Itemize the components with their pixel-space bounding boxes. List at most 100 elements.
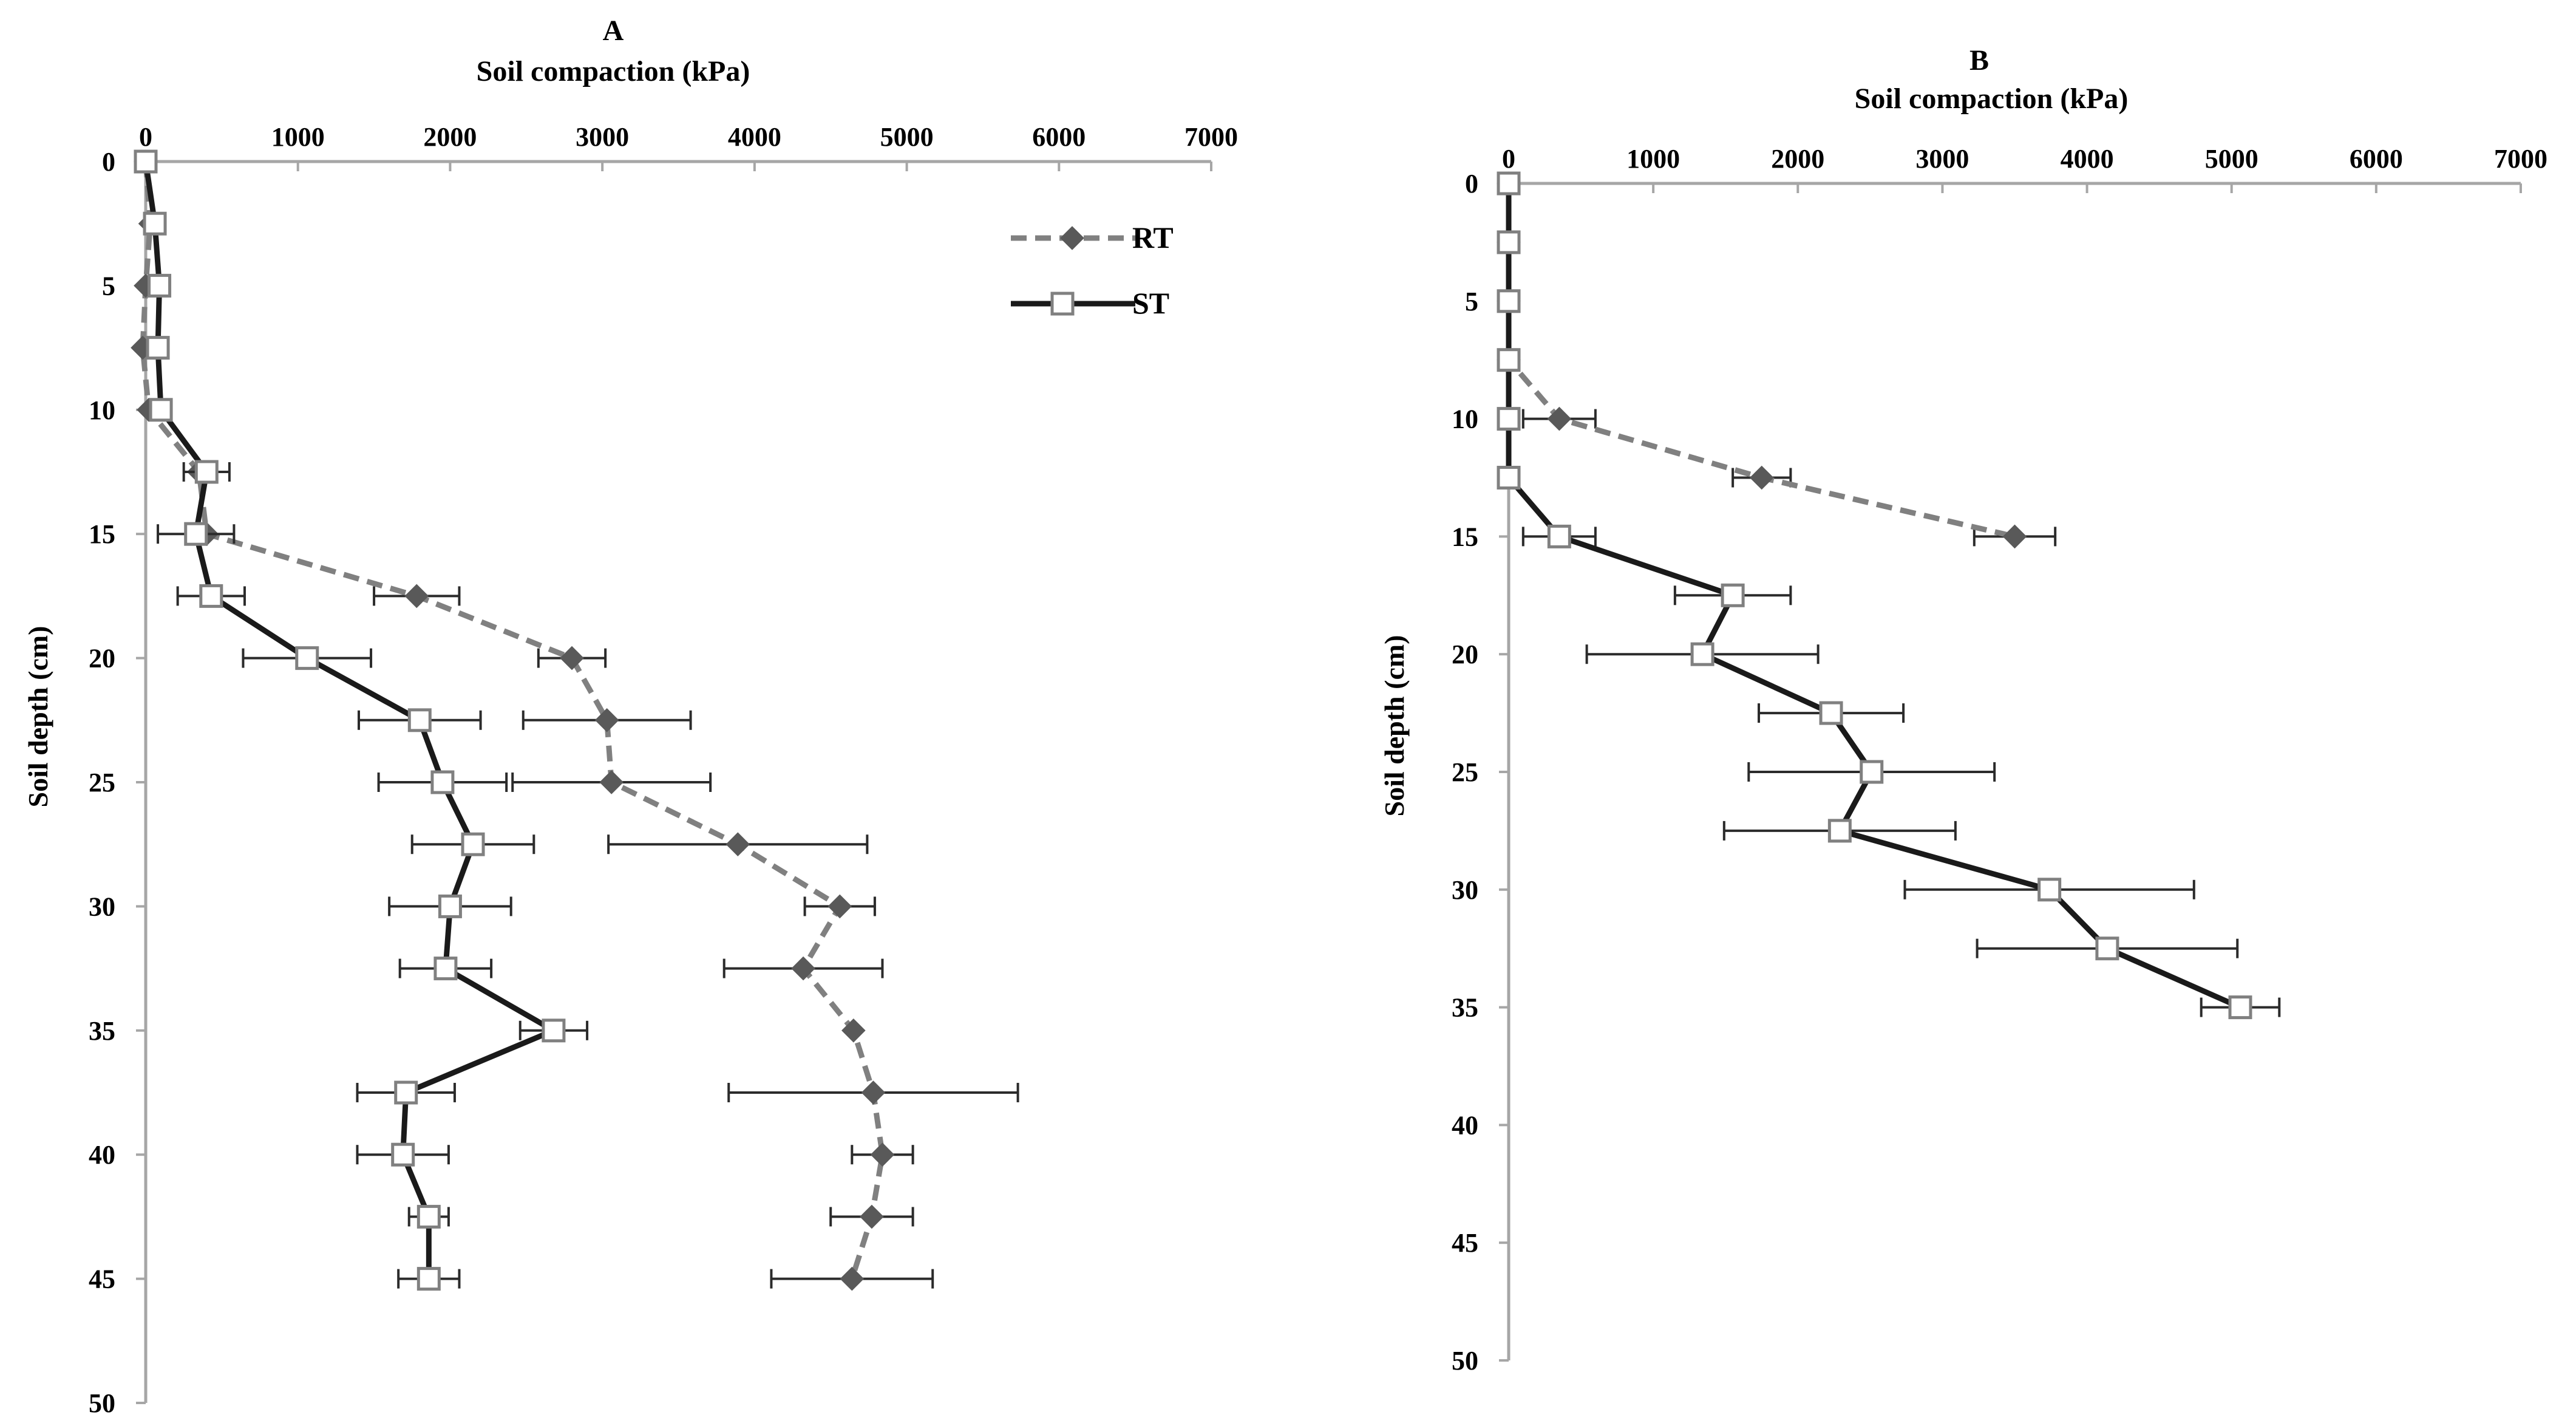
panel-letter-b: B [1969,44,1989,77]
panel-b-x-axis-title: Soil compaction (kPa) [1855,83,2129,115]
panel-a-y-axis-title: Soil depth (cm) [22,626,53,808]
st-data-point [438,894,462,918]
y-tick-label: 0 [1465,169,1478,199]
legend-st-marker [1050,292,1075,316]
st-data-point [461,832,485,856]
rt-data-point [840,1266,865,1291]
x-tick-label: 3000 [1915,144,1969,174]
st-data-point [1827,819,1852,843]
st-data-point [391,1142,415,1167]
panel-a-x-axis-title: Soil compaction (kPa) [477,55,750,87]
x-tick-label: 6000 [2350,144,2403,174]
st-data-point [407,708,432,732]
x-tick-label: 5000 [880,122,934,152]
y-tick-label: 10 [1452,404,1478,434]
x-tick-label: 4000 [2061,144,2114,174]
x-tick-label: 1000 [271,122,325,152]
y-tick-label: 15 [1452,522,1478,551]
legend: RT ST [1011,220,1174,320]
st-data-point [148,273,172,298]
panel-a-x-tick-labels: 0 1000 2000 3000 4000 5000 6000 7000 [139,122,1238,152]
st-data-point [1819,701,1843,725]
st-data-point [416,1204,441,1229]
rt-data-point [841,1018,866,1043]
st-data-point [1497,171,1521,196]
rt-data-point [599,770,624,794]
x-tick-label: 7000 [2494,144,2547,174]
rt-data-point [860,1204,884,1229]
y-tick-label: 30 [89,892,115,921]
panel-b-x-tick-labels: 0 1000 2000 3000 4000 5000 6000 7000 [1502,144,2547,174]
y-tick-label: 10 [89,395,115,425]
st-data-point [1497,230,1521,254]
st-data-point [1497,289,1521,313]
rt-data-point [404,584,429,609]
panel-a-series [131,149,1019,1291]
y-tick-label: 20 [1452,640,1478,669]
st-data-point [295,646,319,670]
y-tick-label: 15 [89,519,115,549]
series-st [134,149,589,1291]
rt-data-point [1749,465,1774,490]
x-tick-label: 3000 [576,122,629,152]
st-data-point [433,957,458,981]
x-tick-label: 2000 [1771,144,1824,174]
st-data-point [2037,878,2062,902]
x-tick-label: 6000 [1032,122,1086,152]
y-tick-label: 20 [89,644,115,674]
y-tick-label: 25 [89,768,115,797]
st-data-point [542,1018,566,1043]
y-tick-label: 50 [1452,1346,1478,1376]
st-data-point [194,460,219,484]
y-tick-label: 45 [1452,1228,1478,1258]
rt-data-point [791,956,815,981]
st-data-point [146,336,170,360]
legend-st-label: ST [1132,286,1169,320]
rt-data-point [870,1142,895,1167]
y-tick-label: 0 [102,147,115,177]
x-tick-label: 1000 [1626,144,1680,174]
chart-panel-a: A Soil compaction (kPa) Soil depth (cm) … [22,15,1238,1418]
st-data-point [1497,348,1521,372]
rt-data-point [594,708,619,732]
y-tick-label: 5 [1465,287,1478,316]
st-data-point [1690,642,1715,666]
y-tick-label: 40 [1452,1110,1478,1140]
panel-b-series [1497,171,2281,1020]
x-tick-label: 0 [1502,144,1515,174]
panel-a-y-tick-labels: 0 5 10 15 20 25 30 35 40 45 50 [89,147,115,1418]
x-tick-label: 5000 [2205,144,2258,174]
st-data-point [416,1267,441,1291]
x-tick-label: 4000 [728,122,781,152]
st-data-point [134,149,158,174]
y-tick-label: 25 [1452,757,1478,787]
rt-data-point [1547,406,1572,431]
st-data-point [149,398,173,422]
st-data-point [394,1080,418,1105]
st-data-point [1547,524,1571,548]
rt-data-point [2002,524,2027,549]
panel-letter-a: A [603,15,624,47]
st-data-point [1860,760,1884,784]
legend-rt-label: RT [1132,220,1174,254]
x-tick-label: 2000 [423,122,477,152]
y-tick-label: 30 [1452,875,1478,905]
st-data-point [2095,936,2119,961]
y-tick-label: 45 [89,1264,115,1294]
st-data-point [184,522,208,546]
x-tick-label: 0 [139,122,152,152]
y-tick-label: 35 [89,1016,115,1046]
y-tick-label: 50 [89,1388,115,1418]
series-st [1497,171,2281,1020]
rt-data-point [726,832,750,856]
rt-data-point [828,894,852,919]
st-data-point [1721,583,1745,607]
st-data-point [430,770,455,794]
rt-data-point [560,646,584,670]
panel-b-y-axis-title: Soil depth (cm) [1379,635,1410,817]
st-data-point [1497,466,1521,490]
chart-panel-b: B Soil compaction (kPa) Soil depth (cm) … [1379,44,2547,1376]
st-data-point [1497,407,1521,431]
